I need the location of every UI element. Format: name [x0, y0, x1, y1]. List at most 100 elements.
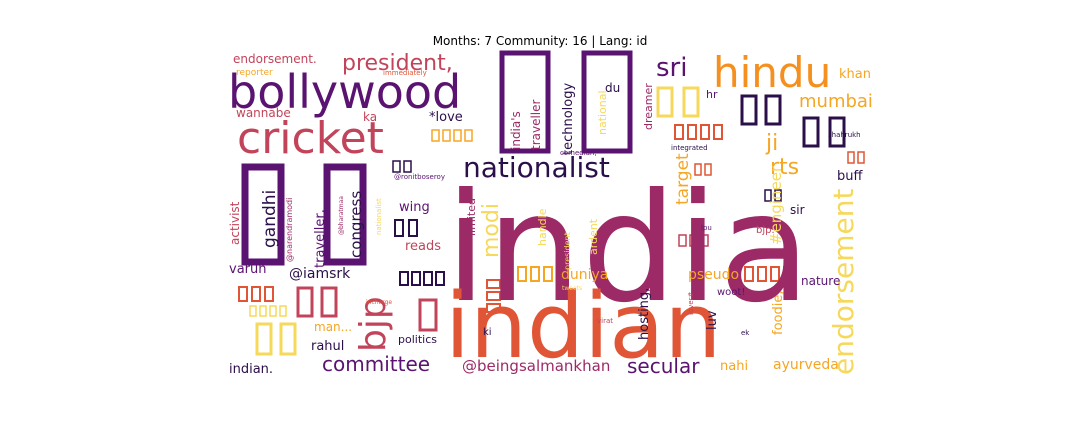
cloud-word: handle [536, 208, 549, 246]
cloud-word: committee [322, 352, 430, 376]
cloud-word: @narendramodi [285, 198, 294, 262]
tofu-glyph [255, 322, 273, 356]
cloud-word: endorsement [827, 189, 860, 375]
tofu-glyph [408, 219, 418, 237]
tofu-glyph [269, 305, 277, 317]
tofu-glyph [249, 305, 257, 317]
tofu-glyph [403, 160, 412, 173]
cloud-word: nature [801, 274, 840, 288]
tofu-glyph [694, 163, 702, 176]
cloud-word: nahi [720, 359, 748, 374]
tofu-glyph [486, 279, 501, 289]
tofu-glyph [499, 50, 551, 154]
cloud-word: virat [597, 317, 613, 325]
tofu-glyph [279, 322, 297, 356]
cloud-word: woot! [717, 287, 745, 298]
cloud-word: reads [405, 239, 441, 254]
tofu-glyph [264, 286, 274, 302]
cloud-word: integrated [671, 144, 708, 152]
cloud-word: ek [741, 329, 750, 337]
cloud-word: wannabe [236, 106, 291, 120]
cloud-word: sri [656, 53, 687, 83]
tofu-glyph [700, 234, 709, 247]
cloud-word: politics [398, 333, 437, 346]
cloud-word: traveller, [313, 209, 328, 268]
tofu-glyph [392, 160, 401, 173]
cloud-word: tweets [562, 285, 582, 292]
tofu-glyph [783, 266, 793, 282]
cloud-word: india [445, 162, 811, 336]
tofu-glyph [323, 163, 367, 266]
cloud-word: ki [483, 327, 492, 338]
cloud-word: hindu [713, 48, 831, 97]
cloud-word: immediately [383, 69, 427, 77]
tofu-glyph [713, 124, 723, 140]
cloud-word: comedian, [560, 149, 597, 157]
tofu-glyph [770, 266, 780, 282]
tofu-glyph [486, 291, 501, 301]
cloud-word: ayurveda [773, 357, 839, 373]
tofu-glyph [543, 266, 553, 282]
tofu-glyph [678, 234, 687, 247]
cloud-word: du [605, 81, 620, 95]
cloud-word: president, [342, 51, 453, 76]
cloud-word: bjp [353, 296, 394, 352]
cloud-word: buff [837, 169, 863, 184]
chart-title: Months: 7 Community: 16 | Lang: id [432, 34, 648, 48]
tofu-glyph [530, 266, 540, 282]
cloud-word: activist [228, 201, 242, 245]
cloud-word: bjp. [756, 225, 775, 236]
tofu-glyph [656, 86, 674, 118]
tofu-glyph [687, 124, 697, 140]
tofu-glyph [296, 286, 314, 318]
tofu-glyphs [238, 50, 865, 356]
tofu-glyph [394, 219, 404, 237]
cloud-word: man... [314, 320, 352, 334]
tofu-glyph [423, 271, 433, 286]
cloud-word: foodie, [771, 291, 786, 335]
tofu-glyph [802, 116, 820, 148]
cloud-word: modi [479, 203, 504, 258]
cloud-word: congress [347, 191, 365, 258]
cloud-word: @bharatmaa [338, 196, 345, 235]
cloud-word: cricket [237, 113, 384, 164]
cloud-word: ka [363, 110, 377, 124]
cloud-word: ji [765, 131, 778, 156]
cloud-word: rts [770, 155, 799, 180]
cloud-word: @ronitboseroy [394, 173, 445, 181]
tofu-glyph [241, 163, 285, 266]
cloud-word: wing [399, 200, 430, 215]
tofu-glyph [320, 286, 338, 318]
tofu-glyph [689, 234, 698, 247]
cloud-word: hr [706, 88, 718, 101]
tofu-glyph [757, 266, 767, 282]
cloud-word: indian. [229, 362, 273, 377]
tofu-glyph [411, 271, 421, 286]
cloud-word: national [596, 90, 609, 135]
cloud-word: pseudo [688, 267, 739, 283]
tofu-glyph [744, 266, 754, 282]
tofu-glyph [238, 286, 248, 302]
tofu-glyph [453, 129, 462, 142]
cloud-word: @iamsrk [289, 266, 351, 282]
cloud-word: secular [627, 354, 700, 378]
tofu-glyph [740, 94, 758, 126]
cloud-word: sir [790, 203, 805, 217]
cloud-word: lover# [687, 291, 695, 315]
tofu-glyph [704, 163, 712, 176]
cloud-word: endorsement. [233, 52, 317, 66]
cloud-word: nationalist [463, 151, 610, 184]
cloud-word: mumbai [799, 91, 873, 112]
tofu-glyph [435, 271, 445, 286]
cloud-word: duniya [561, 267, 608, 283]
tofu-glyph [279, 305, 287, 317]
tofu-glyph [418, 298, 438, 332]
cloud-word: incharge [366, 299, 392, 306]
tofu-glyph [674, 124, 684, 140]
cloud-word: khan [839, 67, 871, 82]
tofu-glyph [431, 129, 440, 142]
cloud-word: dreamer [642, 83, 655, 130]
tofu-glyph [464, 129, 473, 142]
